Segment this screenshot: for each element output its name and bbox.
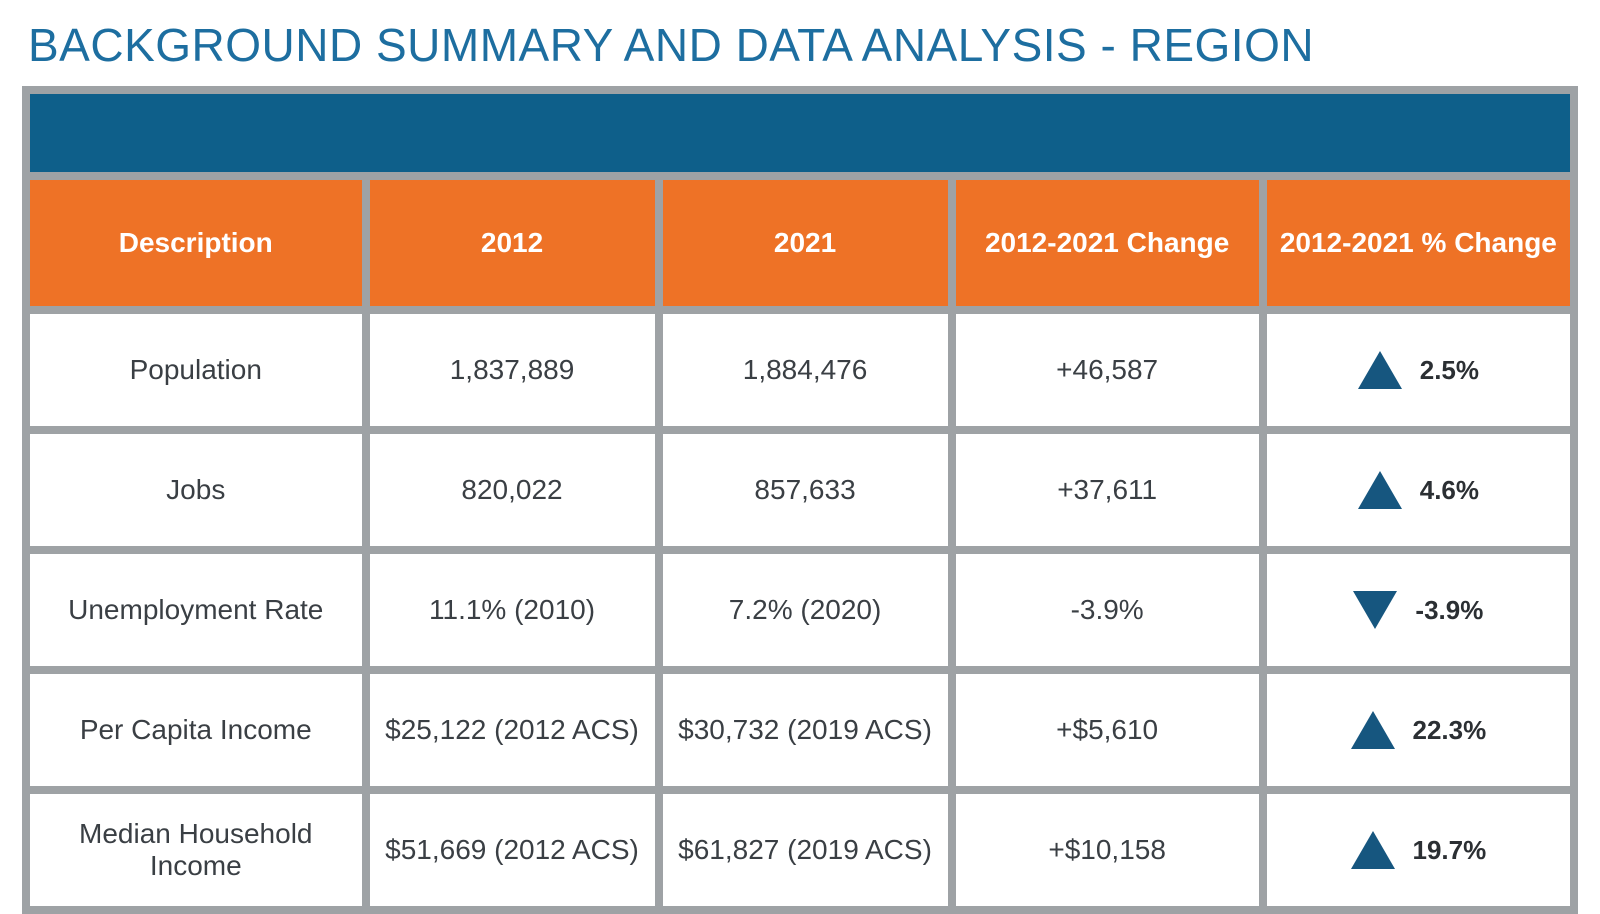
col-header-2012: 2012 (370, 180, 655, 306)
table-row: Population1,837,8891,884,476+46,587 2.5% (30, 314, 1570, 426)
pct-value: 2.5% (1420, 355, 1479, 386)
cell-change: +$10,158 (956, 794, 1259, 906)
triangle-up-icon (1351, 831, 1395, 869)
table-body: Population1,837,8891,884,476+46,587 2.5% J… (30, 314, 1570, 906)
pct-value: 22.3% (1413, 715, 1487, 746)
cell-description: Per Capita Income (30, 674, 362, 786)
cell-description: Median Household Income (30, 794, 362, 906)
pct-value: 4.6% (1420, 475, 1479, 506)
cell-description: Population (30, 314, 362, 426)
pct-value: 19.7% (1413, 835, 1487, 866)
cell-2021: $61,827 (2019 ACS) (663, 794, 948, 906)
table-row: Median Household Income$51,669 (2012 ACS… (30, 794, 1570, 906)
col-header-description: Description (30, 180, 362, 306)
triangle-up-icon (1358, 351, 1402, 389)
col-header-2021: 2021 (663, 180, 948, 306)
table-row: Per Capita Income$25,122 (2012 ACS)$30,7… (30, 674, 1570, 786)
table-row: Unemployment Rate11.1% (2010)7.2% (2020)… (30, 554, 1570, 666)
page: BACKGROUND SUMMARY AND DATA ANALYSIS - R… (0, 0, 1600, 914)
cell-2012: 1,837,889 (370, 314, 655, 426)
pct-value: -3.9% (1415, 595, 1483, 626)
cell-2012: 11.1% (2010) (370, 554, 655, 666)
triangle-up-icon (1358, 471, 1402, 509)
triangle-up-icon (1351, 711, 1395, 749)
cell-2012: $25,122 (2012 ACS) (370, 674, 655, 786)
cell-pct-change: -3.9% (1267, 554, 1570, 666)
cell-change: +46,587 (956, 314, 1259, 426)
cell-change: -3.9% (956, 554, 1259, 666)
cell-pct-change: 22.3% (1267, 674, 1570, 786)
cell-description: Unemployment Rate (30, 554, 362, 666)
cell-2021: 1,884,476 (663, 314, 948, 426)
table-row: Jobs820,022857,633+37,611 4.6% (30, 434, 1570, 546)
cell-2012: 820,022 (370, 434, 655, 546)
cell-description: Jobs (30, 434, 362, 546)
col-header-change: 2012-2021 Change (956, 180, 1259, 306)
data-table: Description 2012 2021 2012-2021 Change 2… (22, 86, 1578, 914)
table-banner-row (30, 94, 1570, 172)
cell-pct-change: 4.6% (1267, 434, 1570, 546)
cell-2021: $30,732 (2019 ACS) (663, 674, 948, 786)
triangle-down-icon (1353, 591, 1397, 629)
cell-pct-change: 19.7% (1267, 794, 1570, 906)
table-banner (30, 94, 1570, 172)
cell-change: +37,611 (956, 434, 1259, 546)
table-header-row: Description 2012 2021 2012-2021 Change 2… (30, 180, 1570, 306)
cell-2021: 7.2% (2020) (663, 554, 948, 666)
cell-2012: $51,669 (2012 ACS) (370, 794, 655, 906)
page-title: BACKGROUND SUMMARY AND DATA ANALYSIS - R… (28, 18, 1578, 72)
cell-pct-change: 2.5% (1267, 314, 1570, 426)
cell-change: +$5,610 (956, 674, 1259, 786)
col-header-pct-change: 2012-2021 % Change (1267, 180, 1570, 306)
cell-2021: 857,633 (663, 434, 948, 546)
